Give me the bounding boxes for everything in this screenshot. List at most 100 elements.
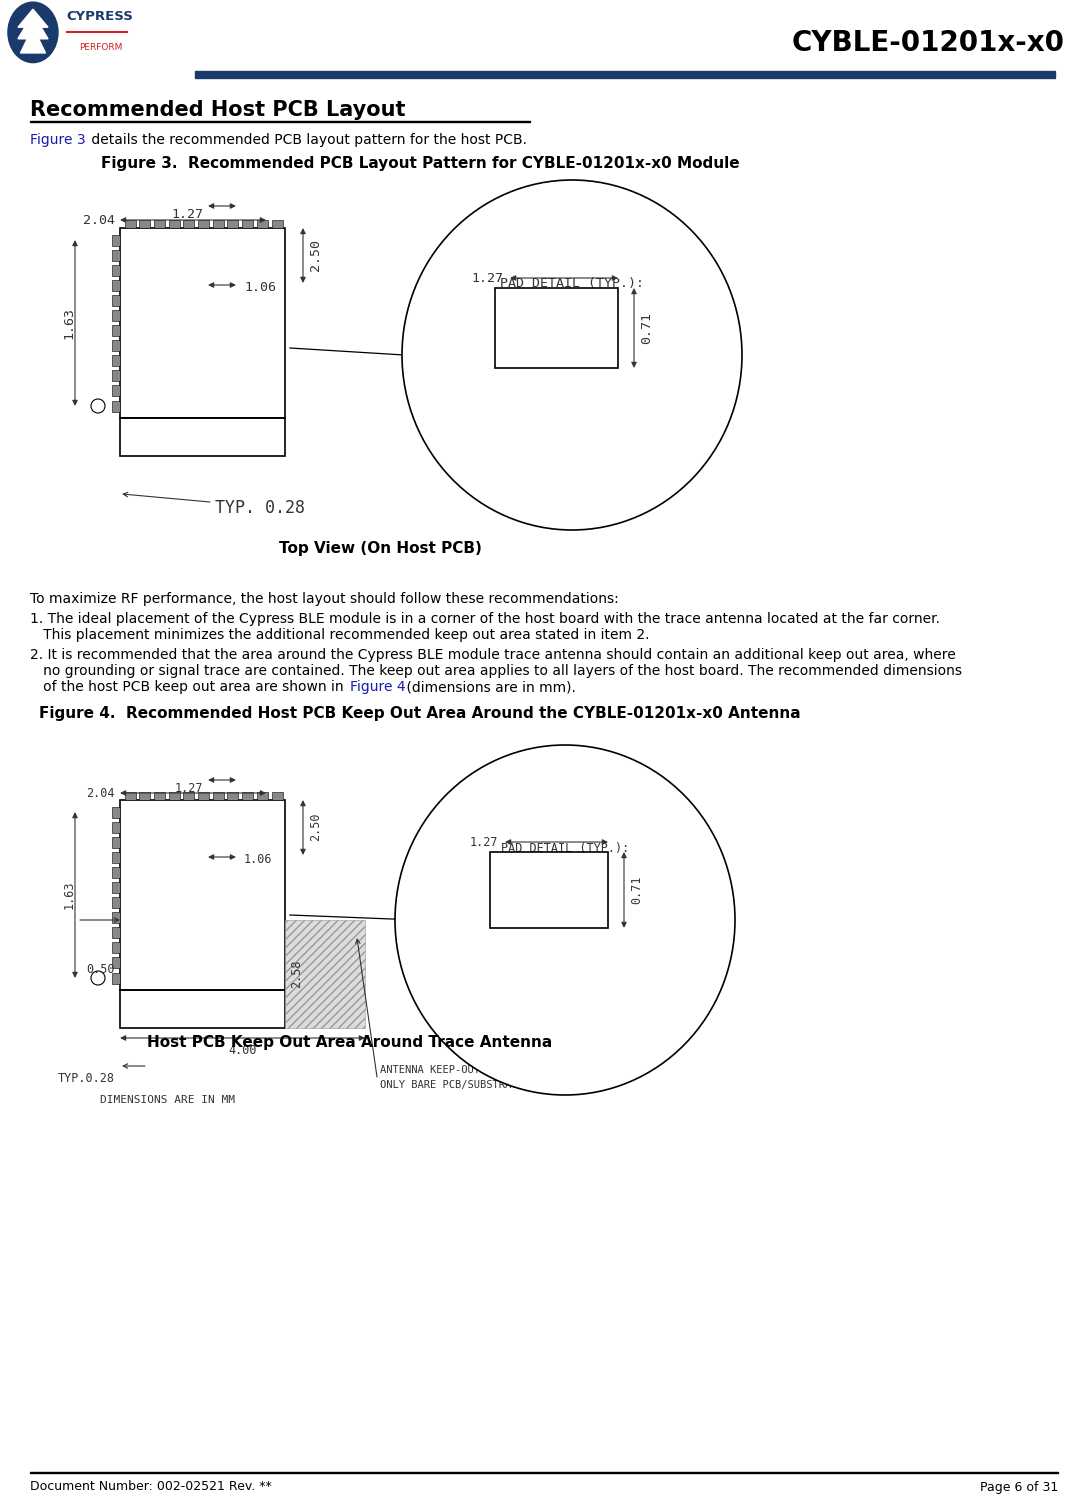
Text: 4.00: 4.00: [228, 1044, 257, 1056]
Bar: [124, 220, 136, 227]
Bar: [112, 295, 120, 305]
Text: 1. The ideal placement of the Cypress BLE module is in a corner of the host boar: 1. The ideal placement of the Cypress BL…: [30, 612, 940, 625]
Text: 2.50: 2.50: [309, 812, 322, 841]
Text: 0.71: 0.71: [630, 875, 643, 904]
Bar: [112, 340, 120, 352]
Bar: [257, 791, 268, 800]
Text: details the recommended PCB layout pattern for the host PCB.: details the recommended PCB layout patte…: [87, 133, 527, 147]
Bar: [112, 898, 120, 908]
Bar: [112, 325, 120, 337]
Text: 2.50: 2.50: [309, 239, 322, 271]
Bar: [495, 289, 618, 368]
Text: Figure 3.  Recommended PCB Layout Pattern for CYBLE-01201x-x0 Module: Figure 3. Recommended PCB Layout Pattern…: [101, 156, 740, 171]
Text: 2.58: 2.58: [290, 960, 302, 989]
Text: 0.71: 0.71: [640, 313, 653, 344]
Bar: [30, 121, 530, 123]
Text: 1.27: 1.27: [171, 208, 203, 220]
Bar: [169, 791, 180, 800]
Bar: [112, 280, 120, 290]
Text: 1.27: 1.27: [174, 781, 203, 794]
Text: ANTENNA KEEP-OUT AREA: ANTENNA KEEP-OUT AREA: [380, 1065, 511, 1076]
Bar: [212, 791, 224, 800]
Text: of the host PCB keep out area are shown in: of the host PCB keep out area are shown …: [30, 681, 348, 694]
Text: Figure 3: Figure 3: [30, 133, 86, 147]
Bar: [490, 853, 608, 928]
Bar: [272, 791, 283, 800]
Bar: [112, 235, 120, 245]
Bar: [120, 800, 285, 990]
Bar: [120, 990, 285, 1028]
Bar: [120, 417, 285, 456]
Bar: [112, 401, 120, 411]
Bar: [183, 220, 195, 227]
Text: PAD DETAIL (TYP.):: PAD DETAIL (TYP.):: [500, 842, 629, 854]
Bar: [112, 928, 120, 938]
Bar: [112, 355, 120, 367]
Bar: [112, 942, 120, 953]
Text: TYP.0.28: TYP.0.28: [58, 1071, 115, 1085]
Text: 1.06: 1.06: [244, 853, 272, 866]
Bar: [112, 851, 120, 863]
Bar: [112, 310, 120, 322]
Text: 1.63: 1.63: [62, 881, 75, 910]
Bar: [153, 220, 165, 227]
Text: 1.27: 1.27: [471, 271, 503, 284]
Ellipse shape: [8, 1, 58, 63]
Bar: [195, 70, 1055, 78]
Text: Top View (On Host PCB): Top View (On Host PCB): [279, 540, 481, 555]
Text: (dimensions are in mm).: (dimensions are in mm).: [401, 681, 576, 694]
Text: To maximize RF performance, the host layout should follow these recommendations:: To maximize RF performance, the host lay…: [30, 592, 619, 606]
Text: 1.06: 1.06: [244, 281, 276, 293]
Bar: [112, 957, 120, 968]
Text: 2.04: 2.04: [83, 214, 115, 226]
Text: 2.04: 2.04: [87, 787, 115, 799]
Bar: [153, 791, 165, 800]
Text: CYPRESS: CYPRESS: [66, 10, 134, 24]
Bar: [243, 791, 254, 800]
Bar: [139, 220, 150, 227]
Bar: [272, 220, 283, 227]
Polygon shape: [17, 9, 48, 52]
Bar: [120, 227, 285, 417]
Ellipse shape: [401, 180, 742, 530]
Text: no grounding or signal trace are contained. The keep out area applies to all lay: no grounding or signal trace are contain…: [30, 664, 962, 678]
Text: Figure 4: Figure 4: [350, 681, 406, 694]
Text: Recommended Host PCB Layout: Recommended Host PCB Layout: [30, 100, 406, 120]
Bar: [227, 791, 238, 800]
Bar: [169, 220, 180, 227]
Text: PAD DETAIL (TYP.):: PAD DETAIL (TYP.):: [500, 277, 644, 290]
Text: 1.27: 1.27: [470, 835, 498, 848]
Bar: [112, 371, 120, 381]
Bar: [198, 220, 209, 227]
Text: Document Number: 002-02521 Rev. **: Document Number: 002-02521 Rev. **: [30, 1481, 272, 1493]
Bar: [112, 972, 120, 983]
Bar: [112, 386, 120, 396]
Bar: [112, 821, 120, 833]
Bar: [212, 220, 224, 227]
Text: 1.63: 1.63: [62, 307, 75, 340]
Bar: [112, 806, 120, 817]
Text: Host PCB Keep Out Area Around Trace Antenna: Host PCB Keep Out Area Around Trace Ante…: [147, 1035, 553, 1050]
Bar: [243, 220, 254, 227]
Bar: [112, 866, 120, 878]
Text: PERFORM: PERFORM: [79, 43, 123, 52]
Text: CYBLE-01201x-x0: CYBLE-01201x-x0: [792, 28, 1065, 57]
Text: TYP. 0.28: TYP. 0.28: [215, 500, 305, 518]
Text: This placement minimizes the additional recommended keep out area stated in item: This placement minimizes the additional …: [30, 628, 650, 642]
Ellipse shape: [395, 745, 735, 1095]
Bar: [112, 913, 120, 923]
Bar: [183, 791, 195, 800]
Text: 2. It is recommended that the area around the Cypress BLE module trace antenna s: 2. It is recommended that the area aroun…: [30, 648, 955, 663]
Bar: [112, 265, 120, 275]
Text: 0.50: 0.50: [87, 962, 115, 975]
Bar: [257, 220, 268, 227]
Bar: [139, 791, 150, 800]
Bar: [112, 883, 120, 893]
Text: Page 6 of 31: Page 6 of 31: [980, 1481, 1058, 1493]
Bar: [227, 220, 238, 227]
Text: ONLY BARE PCB/SUBSTRATE: ONLY BARE PCB/SUBSTRATE: [380, 1080, 523, 1091]
Bar: [198, 791, 209, 800]
Bar: [112, 250, 120, 260]
Bar: [285, 920, 364, 1028]
Text: DIMENSIONS ARE IN MM: DIMENSIONS ARE IN MM: [100, 1095, 235, 1106]
